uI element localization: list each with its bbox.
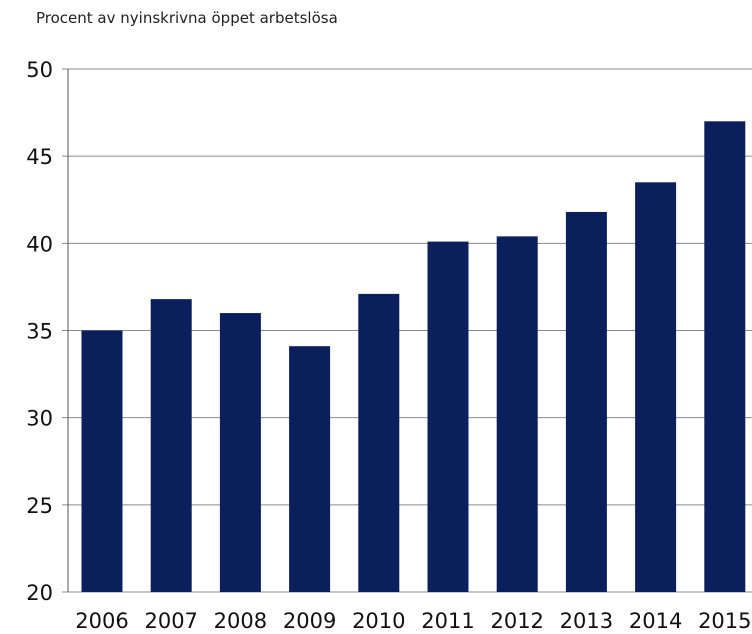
bar-2010 <box>358 293 400 592</box>
y-axis-label: Procent av nyinskrivna öppet arbetslösa <box>36 9 338 27</box>
x-tick-label: 2014 <box>629 609 682 633</box>
y-tick-label: 25 <box>26 494 53 518</box>
x-tick-label: 2008 <box>214 609 267 633</box>
x-tick-label: 2010 <box>352 609 405 633</box>
y-tick-label: 30 <box>26 407 53 431</box>
y-tick-label: 40 <box>26 232 53 256</box>
y-tick-label: 50 <box>26 58 53 82</box>
y-tick-label: 35 <box>26 320 53 344</box>
bar-2015 <box>704 121 746 593</box>
x-tick-label: 2009 <box>283 609 336 633</box>
x-tick-label: 2013 <box>560 609 613 633</box>
bar-2014 <box>635 182 677 593</box>
x-tick-label: 2015 <box>698 609 751 633</box>
bar-2013 <box>565 211 607 592</box>
y-tick-label: 20 <box>26 581 53 605</box>
bar-2006 <box>81 330 123 592</box>
x-tick-label: 2007 <box>144 609 197 633</box>
y-tick-label: 45 <box>26 145 53 169</box>
bar-2008 <box>219 313 261 592</box>
bar-2009 <box>289 346 331 592</box>
x-tick-label: 2011 <box>421 609 474 633</box>
bar-2011 <box>427 241 469 592</box>
x-tick-label: 2006 <box>75 609 128 633</box>
x-tick-label: 2012 <box>490 609 543 633</box>
bar-2007 <box>150 299 192 592</box>
bar-2012 <box>496 236 538 593</box>
